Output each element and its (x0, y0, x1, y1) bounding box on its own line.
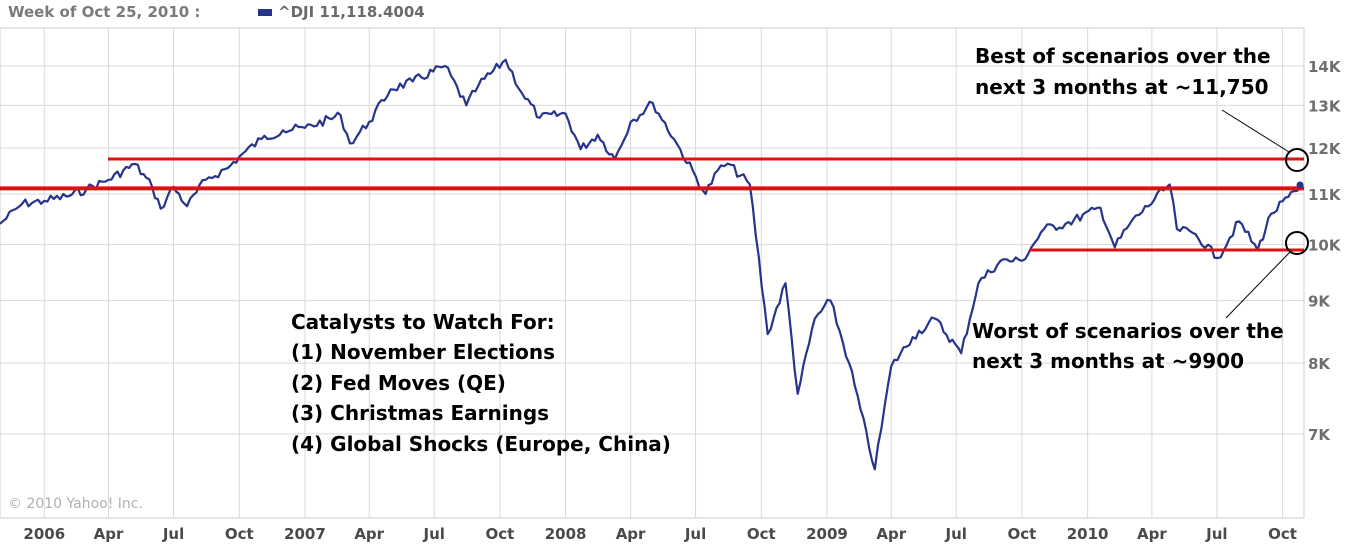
x-tick-label: Oct (225, 525, 254, 543)
x-tick-label: Apr (616, 525, 646, 543)
header-ticker-label: ^DJI 11,118.4004 (278, 3, 425, 21)
y-tick-label: 12K (1308, 140, 1342, 158)
x-tick-label: Oct (747, 525, 776, 543)
x-tick-label: Apr (354, 525, 384, 543)
y-tick-label: 13K (1308, 97, 1342, 115)
legend-swatch (258, 9, 272, 16)
catalyst-item: (2) Fed Moves (QE) (291, 371, 506, 395)
x-tick-label: Apr (876, 525, 906, 543)
x-tick-label: Jul (945, 525, 967, 543)
x-tick-label: Jul (1205, 525, 1227, 543)
grid-layer (0, 28, 1304, 518)
x-tick-label: 2006 (23, 525, 65, 543)
y-tick-label: 9K (1308, 293, 1331, 311)
x-tick-label: Jul (684, 525, 706, 543)
worst-scenario-line2: next 3 months at ~9900 (972, 349, 1244, 373)
dji-series-line (0, 58, 1301, 471)
x-tick-label: Oct (1268, 525, 1297, 543)
x-tick-label: 2007 (284, 525, 326, 543)
x-tick-label: Jul (422, 525, 444, 543)
header-week-label: Week of Oct 25, 2010 : (8, 3, 200, 21)
x-tick-label: 2008 (545, 525, 587, 543)
worst-scenario-line1: Worst of scenarios over the (972, 319, 1284, 343)
y-tick-label: 11K (1308, 186, 1342, 204)
plot-area (0, 27, 1305, 519)
x-tick-label: 2009 (806, 525, 848, 543)
best-scenario-line2: next 3 months at ~11,750 (975, 75, 1269, 99)
y-tick-label: 14K (1308, 58, 1342, 76)
y-tick-label: 7K (1308, 426, 1331, 444)
x-axis-ticks: 2006 Apr Jul Oct 2007 Apr Jul Oct 2008 Apr Jul Oct 2… (23, 525, 1297, 543)
y-tick-label: 8K (1308, 355, 1331, 373)
y-tick-label: 10K (1308, 237, 1342, 255)
y-axis-ticks: 14K 13K 12K 11K 10K 9K 8K 7K (1308, 58, 1342, 444)
best-scenario-line1: Best of scenarios over the (975, 44, 1271, 68)
catalysts-title: Catalysts to Watch For: (291, 310, 555, 334)
x-tick-label: Jul (162, 525, 184, 543)
x-tick-label: Oct (1008, 525, 1037, 543)
catalyst-item: (4) Global Shocks (Europe, China) (291, 432, 671, 456)
x-tick-label: Oct (485, 525, 514, 543)
reference-lines (0, 157, 1304, 252)
catalyst-item: (3) Christmas Earnings (291, 401, 549, 425)
copyright-label: © 2010 Yahoo! Inc. (8, 496, 143, 512)
best-scenario-marker (1285, 148, 1309, 172)
x-tick-label: Apr (94, 525, 124, 543)
series-layer (0, 58, 1301, 471)
worst-scenario-marker (1285, 231, 1309, 255)
last-price-dot (1296, 181, 1304, 189)
x-tick-label: 2010 (1067, 525, 1109, 543)
x-tick-label: Apr (1137, 525, 1167, 543)
catalyst-item: (1) November Elections (291, 340, 555, 364)
best-pointer-line (1221, 109, 1290, 153)
worst-pointer-line (1225, 251, 1291, 319)
